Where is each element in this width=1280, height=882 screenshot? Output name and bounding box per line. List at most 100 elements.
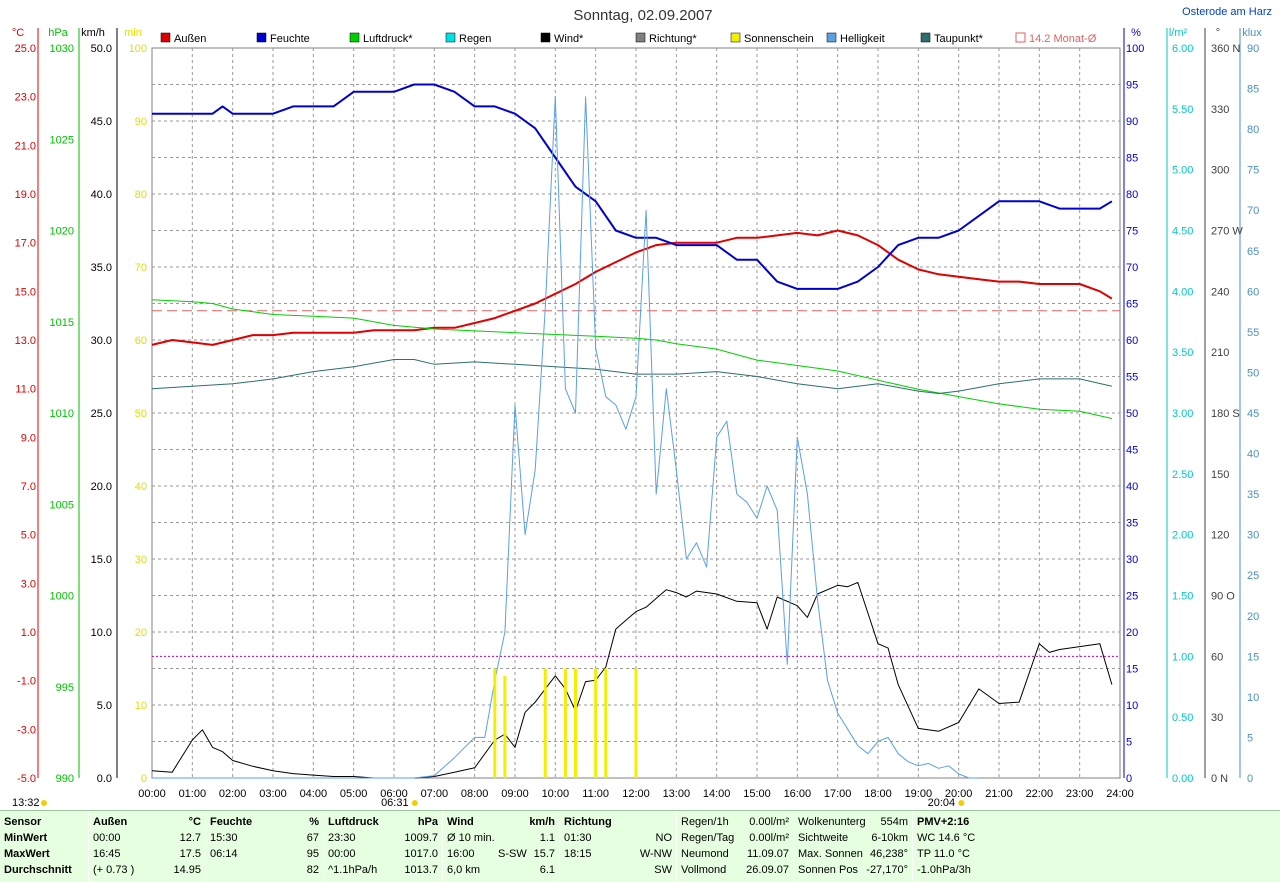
aussen-max-time: 16:45	[93, 848, 121, 860]
feuchte-max-value: 95	[306, 848, 319, 860]
min-label: MinWert	[4, 832, 48, 844]
series-line-3	[151, 359, 1113, 394]
wind-avg-value: 6.1	[539, 864, 555, 876]
sun-tick-5: 50	[135, 408, 147, 420]
legend-swatch-0	[160, 32, 171, 43]
hum-tick-1: 95	[1126, 80, 1138, 92]
aussen-min-value: 12.7	[179, 832, 201, 844]
legend-swatch-3	[445, 32, 456, 43]
wind-tick-1: 45.0	[91, 116, 112, 128]
rain-tick-12: 0.00	[1172, 773, 1193, 785]
sun-tick-2: 80	[135, 189, 147, 201]
lux-tick-2: 80	[1247, 124, 1259, 136]
sun-tick-1: 90	[135, 116, 147, 128]
sun-axis-unit: min	[124, 27, 142, 39]
press-axis-unit: hPa	[48, 27, 68, 39]
sun-tick-9: 10	[135, 700, 147, 712]
wind-distance: 6,0 km	[447, 864, 481, 876]
time-markers: 13:32 06:31 20:04	[12, 797, 965, 808]
sun-tick-0: 100	[129, 43, 147, 55]
hum-tick-5: 75	[1126, 226, 1138, 238]
marker-dot-sunrise	[411, 800, 418, 806]
lux-tick-1: 85	[1247, 84, 1259, 96]
hum-tick-11: 45	[1126, 445, 1138, 457]
aussen-avg-value: 14.95	[173, 864, 201, 876]
marker-dot-sunset	[958, 800, 965, 806]
sonnen-pos-value: -27,170°	[866, 864, 908, 876]
legend-label-4: Wind*	[554, 33, 584, 45]
feuchte-column: Feuchte% 15:30 67 06:14 95 82	[206, 811, 324, 882]
regen-tag-label: Regen/Tag	[681, 832, 735, 844]
wind-tick-7: 15.0	[91, 554, 112, 566]
x-tick-16: 16:00	[784, 788, 812, 800]
x-tick-19: 19:00	[905, 788, 933, 800]
rain-tick-8: 2.00	[1172, 530, 1193, 542]
legend-swatch-4	[540, 32, 551, 43]
temp-axis-unit: °C	[12, 27, 24, 39]
x-tick-8: 08:00	[461, 788, 489, 800]
rain-tick-1: 5.50	[1172, 104, 1193, 116]
press-tick-3: 1015	[50, 317, 74, 329]
series-line-5	[152, 96, 979, 779]
feuchte-max-time: 06:14	[210, 848, 238, 860]
x-tick-2: 02:00	[219, 788, 247, 800]
sunshine-bar-6	[604, 668, 608, 778]
legend-swatch-6	[730, 32, 741, 43]
hum-tick-10: 50	[1126, 408, 1138, 420]
dir-tick-7: 150	[1211, 469, 1229, 481]
sunshine-bar-7	[634, 668, 638, 778]
legend-label-3: Regen	[459, 33, 491, 45]
dir-tick-10: 60	[1211, 651, 1223, 663]
regen-column: Regen/1h 0.00l/m² Regen/Tag 0.00l/m² Neumo…	[677, 811, 794, 882]
temp-tick-2: 21.0	[15, 140, 36, 152]
hum-tick-16: 20	[1126, 627, 1138, 639]
hum-tick-2: 90	[1126, 116, 1138, 128]
x-tick-23: 23:00	[1066, 788, 1094, 800]
temp-tick-5: 15.0	[15, 286, 36, 298]
temp-tick-9: 7.0	[21, 481, 36, 493]
lux-tick-10: 40	[1247, 449, 1259, 461]
aussen-trend: (+ 0.73 )	[93, 864, 135, 876]
wolkenunterg-label: Wolkenunterg	[798, 816, 866, 828]
dir-tick-5: 210	[1211, 347, 1229, 359]
rain-tick-0: 6.00	[1172, 43, 1193, 55]
temp-tick-7: 11.0	[15, 384, 36, 396]
dir-tick-11: 30	[1211, 712, 1223, 724]
lux-tick-7: 55	[1247, 327, 1259, 339]
temp-tick-12: 1.0	[21, 627, 36, 639]
sunshine-bar-1	[503, 675, 507, 778]
hum-tick-0: 100	[1126, 43, 1144, 55]
luft-header: Luftdruck	[328, 816, 379, 828]
lux-tick-4: 70	[1247, 205, 1259, 217]
lux-tick-8: 50	[1247, 367, 1259, 379]
feuchte-unit: %	[309, 816, 319, 828]
vollmond-label: Vollmond	[681, 864, 727, 876]
richtung-avg-value: SW	[654, 864, 672, 876]
summary-panel: Sensor MinWert MaxWert Durchschnitt Auße…	[0, 810, 1280, 882]
x-axis-labels: 00:00 01:00 02:00 03:00 04:00 05:00 06:00 07:00…	[138, 788, 1134, 800]
regen-1h-value: 0.00l/m²	[749, 816, 789, 828]
hum-tick-12: 40	[1126, 481, 1138, 493]
press-tick-2: 1020	[50, 226, 74, 238]
wind-max-direction: S-SW	[498, 848, 527, 860]
luft-trend: ^1.1hPa/h	[328, 864, 378, 876]
x-tick-0: 00:00	[138, 788, 166, 800]
x-tick-24: 24:00	[1106, 788, 1134, 800]
chart-legend: Außen Feuchte Luftdruck* Regen Wind* Richtung…	[160, 32, 1097, 45]
sunshine-bar-2	[543, 668, 547, 778]
max-sonnen-value: 46,238°	[869, 848, 908, 860]
wind-max-time: 16:00	[447, 848, 475, 860]
series-line-0	[151, 229, 1113, 346]
x-tick-4: 04:00	[300, 788, 328, 800]
wolkenunterg-value: 554m	[880, 816, 908, 828]
legend-label-7: Helligkeit	[840, 33, 885, 45]
x-tick-6: 06:00	[380, 788, 408, 800]
temp-tick-4: 17.0	[15, 238, 36, 250]
avg-label: Durchschnitt	[4, 864, 72, 876]
richtung-max-value: W-NW	[639, 848, 672, 860]
legend-label-9: 14.2 Monat-Ø	[1029, 33, 1097, 45]
x-tick-9: 09:00	[501, 788, 529, 800]
temp-tick-1: 23.0	[15, 92, 36, 104]
aussen-max-value: 17.5	[179, 848, 201, 860]
lux-tick-9: 45	[1247, 408, 1259, 420]
